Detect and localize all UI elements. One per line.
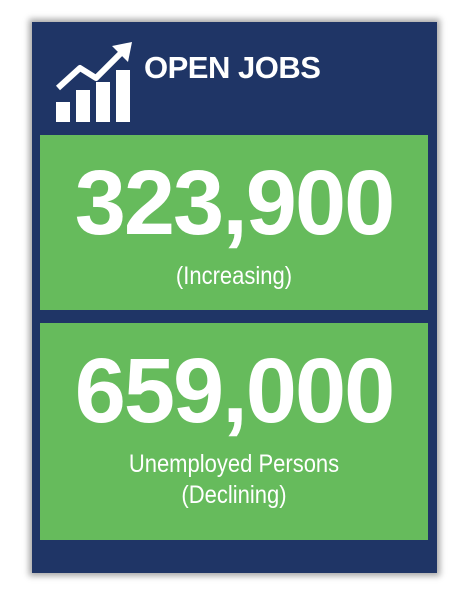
stat-value: 659,000: [74, 340, 396, 442]
card: OPEN JOBS 323,900 (Increasing) 659,000 U…: [32, 22, 437, 573]
stat-value: 323,900: [74, 152, 396, 254]
stat-label: (Increasing): [175, 262, 293, 290]
chart-icon: [55, 42, 132, 122]
stat-box: 659,000 Unemployed Persons (Declining): [40, 323, 428, 540]
title: OPEN JOBS: [144, 50, 321, 85]
stat-label-line: Unemployed Persons: [128, 450, 340, 478]
stat-box: 323,900 (Increasing): [40, 135, 428, 310]
stat-label-line: (Declining): [181, 481, 287, 509]
stat-label: Unemployed Persons (Declining): [63, 449, 404, 511]
